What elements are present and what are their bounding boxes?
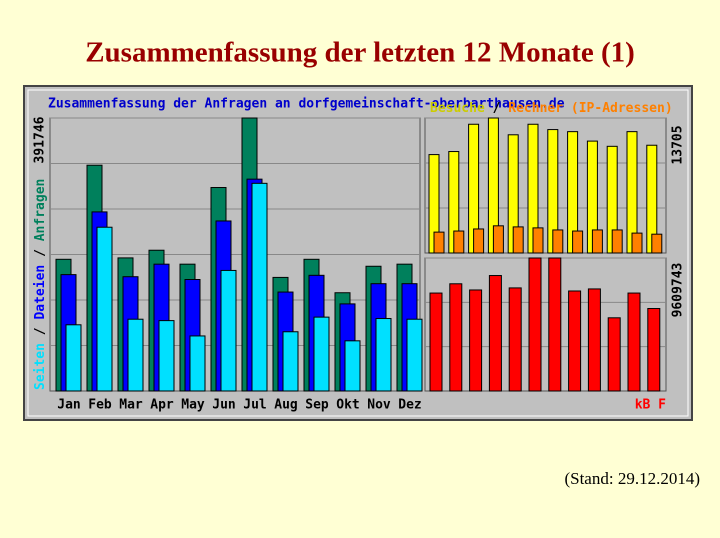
bar [344, 340, 361, 392]
plot-area [424, 117, 667, 254]
bar [375, 318, 392, 392]
legend-entry: Rechner (IP-Adressen) [508, 101, 672, 116]
bar [429, 292, 443, 392]
x-tick-label: Aug [274, 398, 297, 413]
x-tick-label: Apr [150, 398, 174, 413]
bar [512, 226, 524, 254]
x-tick-label: Mar [119, 398, 143, 413]
x-tick-label: Okt [336, 398, 359, 413]
x-tick-label: Jan [57, 398, 80, 413]
bar [508, 287, 522, 392]
bar [587, 288, 601, 392]
bar [568, 290, 582, 392]
legend: Besuche / Rechner (IP-Adressen) [430, 101, 673, 116]
bar [611, 229, 623, 254]
bar [528, 257, 542, 392]
bar [189, 335, 206, 392]
x-tick-label: Jun [212, 398, 235, 413]
bar [453, 230, 465, 254]
legend-entry: Anfragen [33, 179, 48, 242]
bar [492, 225, 504, 254]
legend: Seiten / Dateien / Anfragen [33, 179, 48, 390]
chart-title: Zusammenfassung der Anfragen an dorfgeme… [48, 97, 565, 112]
bar [532, 227, 544, 254]
bar [469, 289, 483, 392]
y-tick-label: 391746 [33, 116, 48, 163]
x-tick-label: May [181, 398, 205, 413]
bar [433, 231, 445, 254]
chart-bevel [27, 89, 689, 417]
x-tick-label: Dez [398, 398, 421, 413]
plot-area [424, 257, 667, 392]
bar [313, 316, 330, 392]
bar [96, 226, 113, 392]
slide-title: Zusammenfassung der letzten 12 Monate (1… [85, 37, 635, 69]
x-tick-label: Sep [305, 398, 329, 413]
bar [572, 230, 584, 254]
bar [473, 228, 485, 254]
bar [627, 292, 641, 392]
bar [449, 283, 463, 392]
legend-entry: Seiten [33, 343, 48, 390]
bar [651, 233, 663, 254]
bar [158, 320, 175, 392]
bar [591, 229, 603, 254]
bar [488, 275, 502, 392]
x-tick-label: Nov [367, 398, 391, 413]
bar [548, 257, 562, 392]
bar [127, 318, 144, 392]
bar [647, 308, 661, 392]
bar [282, 331, 299, 392]
bar [631, 232, 643, 254]
bar [406, 318, 423, 392]
y-tick-label: 9609743 [671, 263, 686, 318]
legend-entry: Dateien [33, 265, 48, 320]
legend-entry: kB F [635, 398, 666, 413]
bar [552, 229, 564, 254]
x-tick-label: Jul [243, 398, 266, 413]
legend-entry: Besuche [430, 101, 485, 116]
footnote: (Stand: 29.12.2014) [564, 469, 700, 488]
bar [251, 182, 268, 392]
x-tick-label: Feb [88, 398, 112, 413]
bar [607, 317, 621, 392]
y-tick-label: 13705 [671, 125, 686, 164]
bar [220, 269, 237, 392]
bar [65, 324, 82, 392]
